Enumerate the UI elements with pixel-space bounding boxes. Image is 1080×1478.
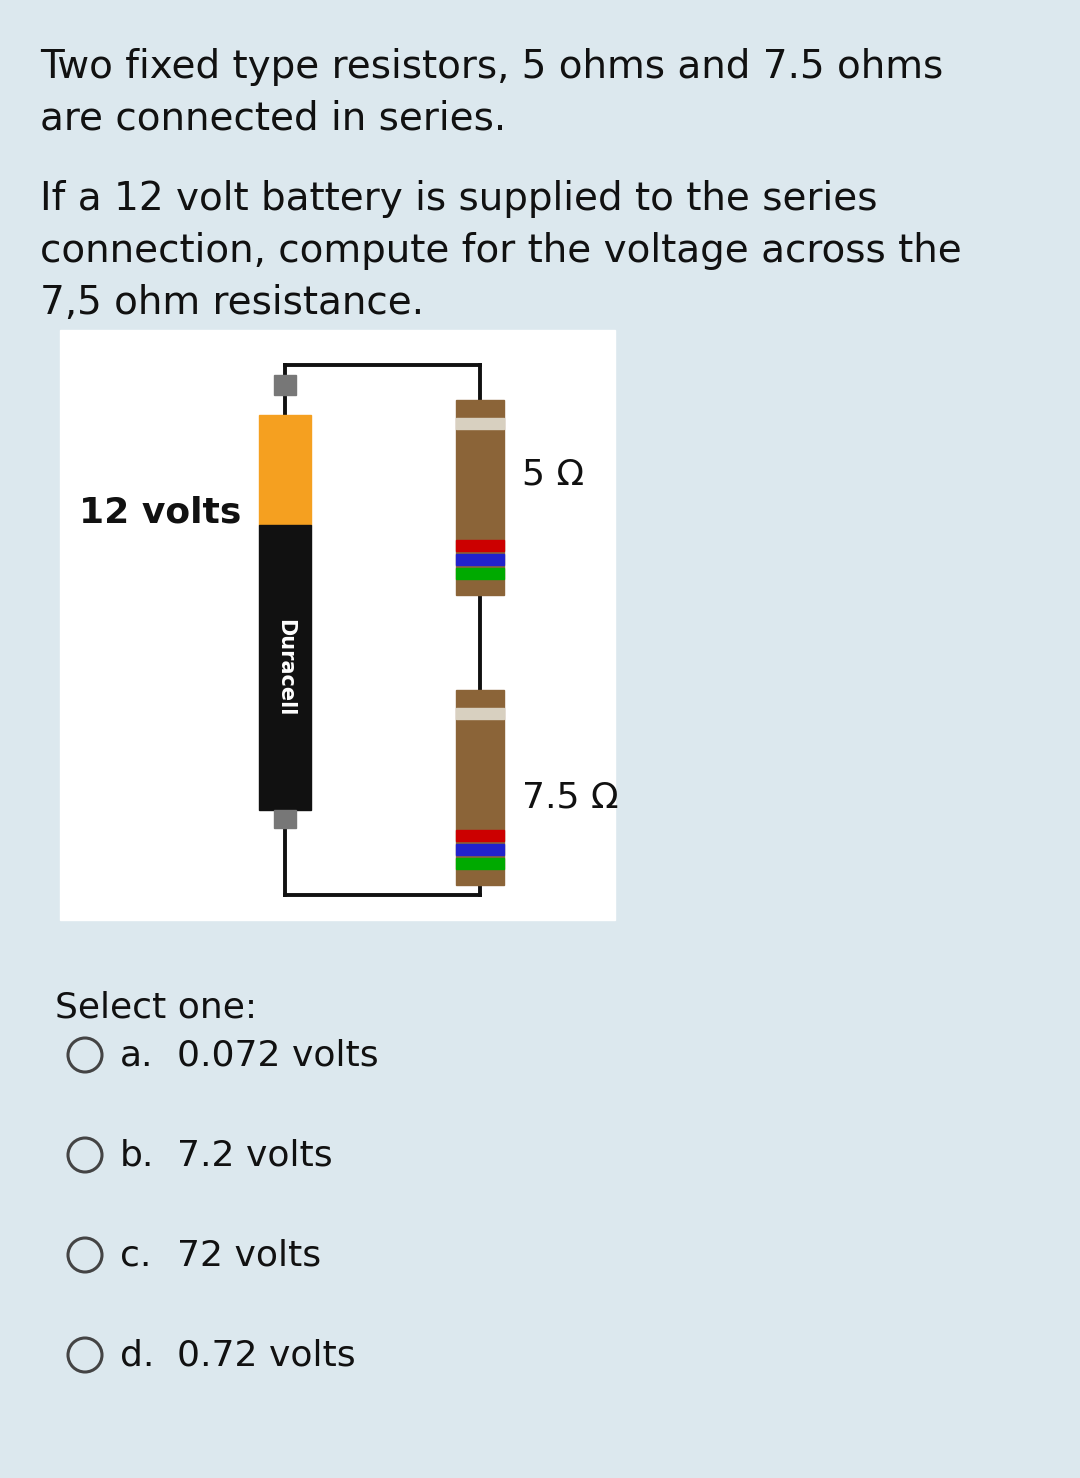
Text: 5 Ω: 5 Ω xyxy=(522,457,584,491)
Bar xyxy=(456,401,504,596)
Text: If a 12 volt battery is supplied to the series: If a 12 volt battery is supplied to the … xyxy=(40,180,877,217)
Text: connection, compute for the voltage across the: connection, compute for the voltage acro… xyxy=(40,232,962,270)
Bar xyxy=(456,708,504,718)
Text: are connected in series.: are connected in series. xyxy=(40,101,507,137)
Text: 7,5 ohm resistance.: 7,5 ohm resistance. xyxy=(40,284,424,322)
Text: Select one:: Select one: xyxy=(55,990,257,1024)
Bar xyxy=(456,568,504,579)
Text: b.: b. xyxy=(120,1138,154,1172)
Text: a.: a. xyxy=(120,1038,153,1072)
Text: 72 volts: 72 volts xyxy=(177,1239,321,1273)
Bar xyxy=(456,418,504,429)
Text: d.: d. xyxy=(120,1338,154,1372)
Bar xyxy=(274,375,296,395)
Bar xyxy=(456,539,504,551)
Text: Two fixed type resistors, 5 ohms and 7.5 ohms: Two fixed type resistors, 5 ohms and 7.5… xyxy=(40,47,943,86)
Bar xyxy=(456,831,504,841)
Bar xyxy=(60,330,615,919)
Text: Duracell: Duracell xyxy=(275,619,295,717)
Text: 12 volts: 12 volts xyxy=(79,495,241,529)
Text: c.: c. xyxy=(120,1239,151,1273)
Text: 0.072 volts: 0.072 volts xyxy=(177,1038,379,1072)
Bar xyxy=(456,554,504,565)
Bar xyxy=(456,844,504,854)
Bar xyxy=(259,525,311,810)
Text: 7.5 Ω: 7.5 Ω xyxy=(522,780,619,814)
Bar xyxy=(456,690,504,885)
Bar xyxy=(456,859,504,869)
Bar xyxy=(274,810,296,828)
Text: 7.2 volts: 7.2 volts xyxy=(177,1138,333,1172)
Bar xyxy=(259,415,311,525)
Text: 0.72 volts: 0.72 volts xyxy=(177,1338,355,1372)
